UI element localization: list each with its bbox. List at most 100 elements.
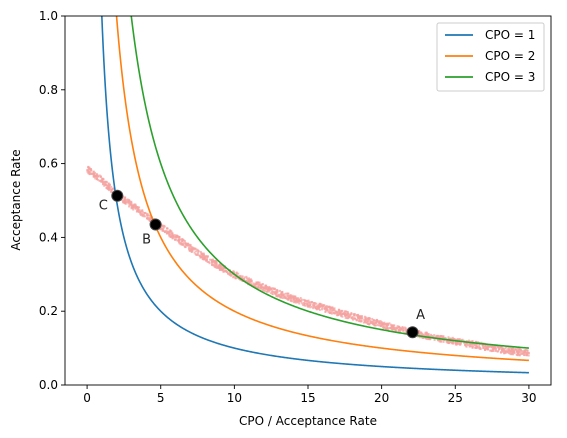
- scatter-point: [250, 279, 253, 282]
- scatter-point: [363, 318, 366, 321]
- scatter-point: [440, 340, 443, 343]
- scatter-point: [526, 354, 529, 357]
- scatter-point: [373, 324, 376, 327]
- scatter-point: [107, 187, 110, 190]
- scatter-point: [457, 343, 460, 346]
- scatter-point: [247, 280, 250, 283]
- scatter-point: [222, 270, 225, 273]
- scatter-point: [496, 350, 499, 353]
- scatter-point: [455, 343, 458, 346]
- scatter-point: [496, 346, 499, 349]
- scatter-point: [218, 263, 221, 266]
- scatter-point: [457, 341, 460, 344]
- scatter-point: [274, 291, 277, 294]
- scatter-point: [512, 350, 515, 353]
- scatter-point: [162, 225, 165, 228]
- scatter-point: [278, 295, 281, 298]
- scatter-point: [468, 342, 471, 345]
- scatter-point: [519, 353, 522, 356]
- scatter-point: [165, 231, 168, 234]
- scatter-point: [343, 310, 346, 313]
- scatter-point: [314, 306, 317, 309]
- scatter-point: [197, 251, 200, 254]
- scatter-point: [318, 307, 321, 310]
- scatter-point: [331, 306, 334, 309]
- scatter-point: [450, 340, 453, 343]
- scatter-point: [290, 295, 293, 298]
- scatter-point: [134, 203, 137, 206]
- scatter-point: [132, 208, 135, 211]
- scatter-point: [268, 285, 271, 288]
- scatter-point: [128, 200, 131, 203]
- scatter-point: [181, 238, 184, 241]
- scatter-point: [370, 322, 373, 325]
- scatter-point: [382, 326, 385, 329]
- scatter-point: [394, 328, 397, 331]
- scatter-point: [273, 291, 276, 294]
- scatter-point: [380, 321, 383, 324]
- scatter-point: [184, 246, 187, 249]
- scatter-point: [314, 302, 317, 305]
- series-line-cpo-1: [101, 16, 529, 374]
- scatter-point: [259, 286, 262, 289]
- scatter-point: [148, 220, 151, 223]
- point-label-a: A: [416, 308, 425, 323]
- scatter-point: [267, 289, 270, 292]
- scatter-point: [271, 292, 274, 295]
- scatter-point: [352, 318, 355, 321]
- scatter-point: [437, 339, 440, 342]
- scatter-point: [98, 174, 101, 177]
- scatter-point: [244, 280, 247, 283]
- scatter-point: [164, 230, 167, 233]
- scatter-point: [423, 336, 426, 339]
- scatter-point: [190, 247, 193, 250]
- scatter-point: [232, 276, 235, 279]
- scatter-point: [451, 336, 454, 339]
- scatter-point: [269, 292, 272, 295]
- scatter-point: [242, 278, 245, 281]
- scatter-point: [351, 315, 354, 318]
- scatter-point: [463, 342, 466, 345]
- scatter-point: [300, 300, 303, 303]
- scatter-point: [139, 212, 142, 215]
- scatter-point: [108, 186, 111, 189]
- scatter-point: [341, 309, 344, 312]
- scatter-point: [362, 321, 365, 324]
- scatter-point: [92, 173, 95, 176]
- scatter-point: [174, 235, 177, 238]
- scatter-point: [368, 323, 371, 326]
- scatter-point: [427, 333, 430, 336]
- scatter-point: [178, 241, 181, 244]
- scatter-point: [266, 290, 269, 293]
- scatter-point: [218, 268, 221, 271]
- scatter-point: [383, 322, 386, 325]
- scatter-point: [175, 234, 178, 237]
- scatter-point: [134, 207, 137, 210]
- scatter-point: [130, 206, 133, 209]
- scatter-point: [189, 244, 192, 247]
- scatter-point: [495, 347, 498, 350]
- scatter-point: [179, 243, 182, 246]
- scatter-point: [210, 259, 213, 262]
- scatter-point: [361, 317, 364, 320]
- scatter-point: [257, 282, 260, 285]
- scatter-point: [389, 323, 392, 326]
- scatter-point: [448, 337, 451, 340]
- legend-label-cpo-2: CPO = 2: [485, 49, 535, 63]
- scatter-point: [227, 272, 230, 275]
- scatter-point: [323, 307, 326, 310]
- scatter-point: [499, 346, 502, 349]
- scatter-point: [348, 313, 351, 316]
- scatter-point: [170, 230, 173, 233]
- scatter-point: [95, 177, 98, 180]
- scatter-point: [261, 283, 264, 286]
- scatter-point: [330, 310, 333, 313]
- scatter-point: [270, 287, 273, 290]
- scatter-point: [183, 240, 186, 243]
- scatter-point: [437, 335, 440, 338]
- scatter-point: [90, 172, 93, 175]
- scatter-point: [400, 327, 403, 330]
- scatter-point: [252, 284, 255, 287]
- scatter-point: [197, 250, 200, 253]
- scatter-point: [436, 335, 439, 338]
